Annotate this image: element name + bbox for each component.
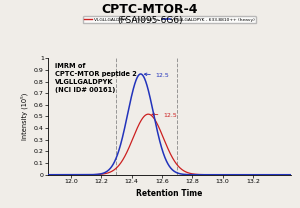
Text: iMRM of
CPTC-MTOR peptide 2
VLGLLGALDPYK
(NCI ID# 00161): iMRM of CPTC-MTOR peptide 2 VLGLLGALDPYK… (55, 63, 137, 93)
Text: (FSAI095-6G6): (FSAI095-6G6) (117, 16, 183, 25)
Legend: VLGLLGALDPYK - 829.8733++, VLGLLGALDPYK - 633.8810++ (heavy): VLGLLGALDPYK - 829.8733++, VLGLLGALDPYK … (83, 16, 256, 24)
Y-axis label: Intensity (10⁵): Intensity (10⁵) (21, 93, 28, 140)
Text: 12.5: 12.5 (144, 73, 169, 78)
Text: 12.5: 12.5 (152, 113, 177, 118)
Text: CPTC-MTOR-4: CPTC-MTOR-4 (102, 3, 198, 16)
X-axis label: Retention Time: Retention Time (136, 189, 203, 198)
